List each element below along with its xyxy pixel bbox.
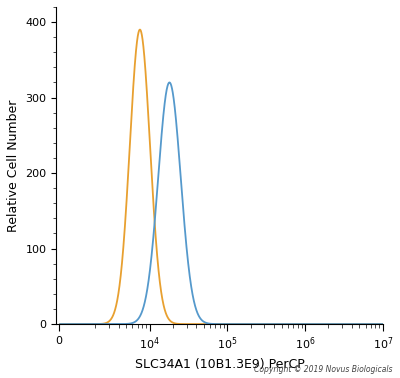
Text: Copyright © 2019 Novus Biologicals: Copyright © 2019 Novus Biologicals <box>254 365 392 374</box>
X-axis label: SLC34A1 (10B1.3E9) PerCP: SLC34A1 (10B1.3E9) PerCP <box>135 358 304 371</box>
Y-axis label: Relative Cell Number: Relative Cell Number <box>7 99 20 232</box>
